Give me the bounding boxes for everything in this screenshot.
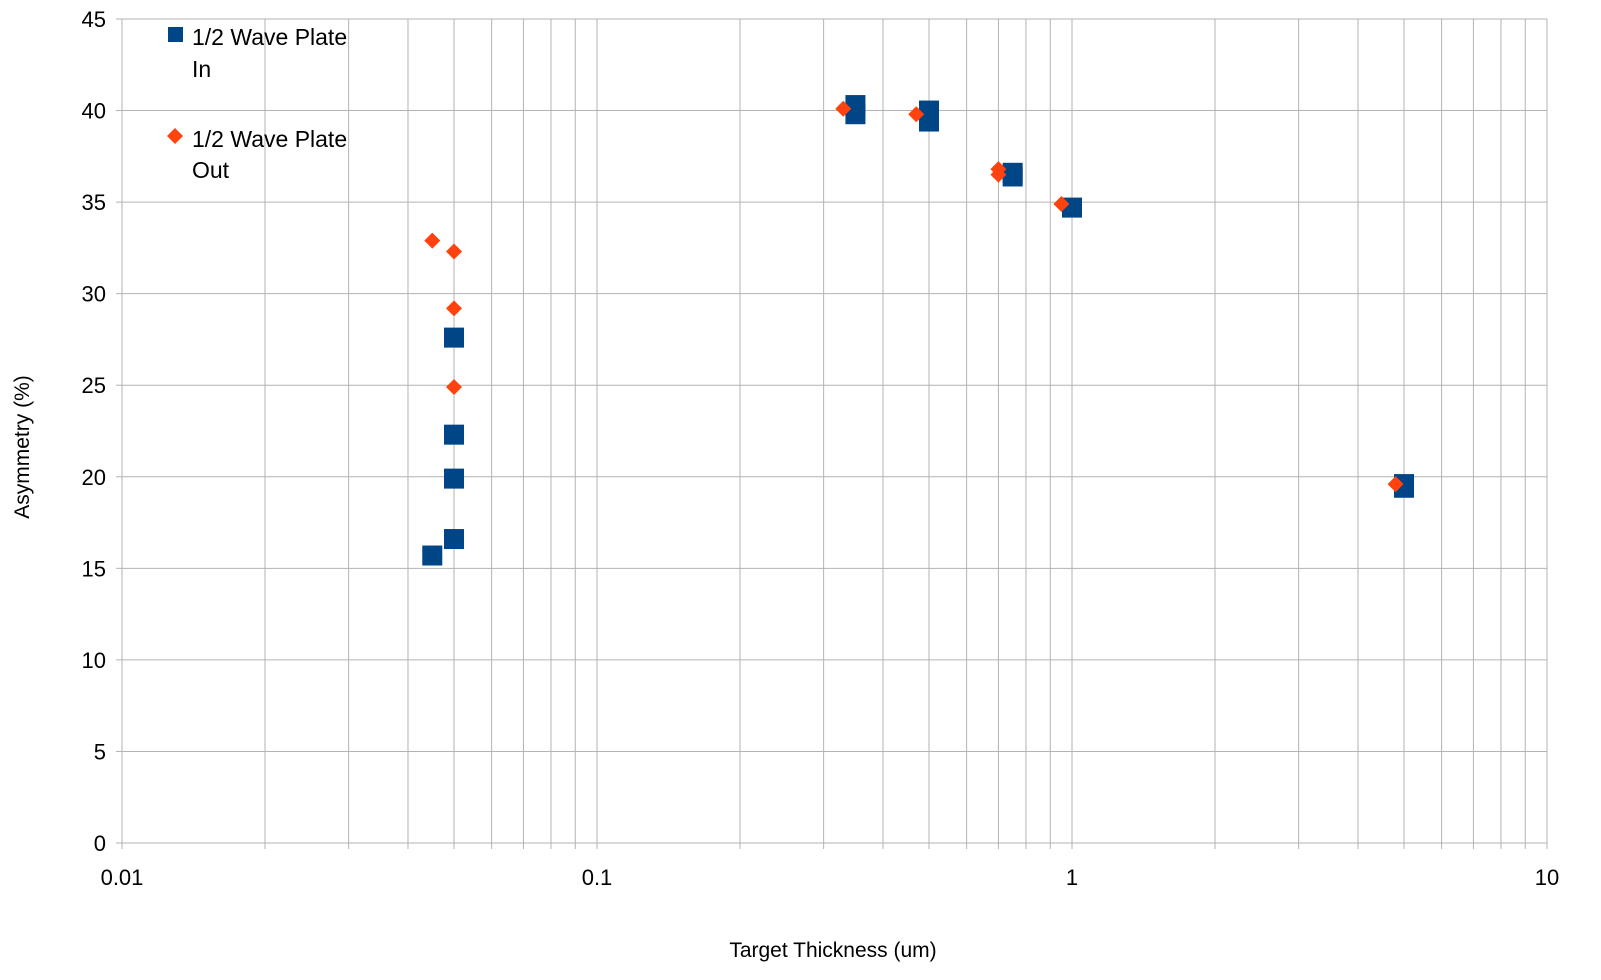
legend-label-wave-plate-in-line2: In <box>192 56 211 82</box>
data-point-wave-plate-in <box>1002 162 1023 183</box>
y-tick-label: 20 <box>82 465 106 490</box>
data-point-wave-plate-in <box>1394 474 1415 495</box>
y-tick-label: 40 <box>82 99 106 124</box>
x-tick-label: 10 <box>1535 865 1559 890</box>
data-point-wave-plate-out <box>835 100 852 117</box>
data-point-wave-plate-out <box>446 300 463 317</box>
data-point-wave-plate-out <box>908 106 925 123</box>
y-tick-label: 35 <box>82 190 106 215</box>
series-wave-plate-out <box>424 100 1404 493</box>
data-point-wave-plate-in <box>444 468 465 489</box>
y-axis-title: Asymmetry (%) <box>11 375 34 519</box>
data-point-wave-plate-out <box>446 243 463 260</box>
legend-label-wave-plate-out-line2: Out <box>192 157 230 183</box>
legend: 1/2 Wave Plate In 1/2 Wave Plate Out <box>167 24 347 183</box>
x-tick-label: 0.1 <box>582 865 613 890</box>
y-tick-label: 45 <box>82 7 106 32</box>
legend-marker-wave-plate-in <box>168 27 183 42</box>
y-tick-label: 25 <box>82 373 106 398</box>
legend-label-wave-plate-out-line1: 1/2 Wave Plate <box>192 126 347 152</box>
data-marks <box>422 95 1415 566</box>
x-tick-label: 1 <box>1066 865 1078 890</box>
data-point-wave-plate-out <box>446 379 463 396</box>
data-point-wave-plate-in <box>444 529 465 550</box>
x-axis-title: Target Thickness (um) <box>729 939 936 962</box>
tick-labels: 0 5 10 15 20 25 30 35 40 45 0.01 0.1 1 10 <box>82 7 1560 890</box>
data-point-wave-plate-in <box>444 424 465 445</box>
legend-marker-wave-plate-out <box>167 128 183 144</box>
axes <box>116 18 1548 849</box>
y-tick-label: 5 <box>94 739 106 764</box>
data-point-wave-plate-out <box>1387 476 1404 493</box>
data-point-wave-plate-in <box>845 95 866 116</box>
x-tick-label: 0.01 <box>101 865 144 890</box>
series-wave-plate-in <box>422 95 1415 566</box>
data-point-wave-plate-out <box>990 161 1007 178</box>
legend-label-wave-plate-in-line1: 1/2 Wave Plate <box>192 24 347 50</box>
y-tick-label: 10 <box>82 648 106 673</box>
data-point-wave-plate-out <box>1053 195 1070 212</box>
y-tick-label: 15 <box>82 556 106 581</box>
data-point-wave-plate-out <box>424 232 441 249</box>
data-point-wave-plate-in <box>422 545 443 566</box>
y-tick-label: 0 <box>94 831 106 856</box>
data-point-wave-plate-in <box>444 327 465 348</box>
y-tick-label: 30 <box>82 282 106 307</box>
data-point-wave-plate-in <box>919 100 940 121</box>
